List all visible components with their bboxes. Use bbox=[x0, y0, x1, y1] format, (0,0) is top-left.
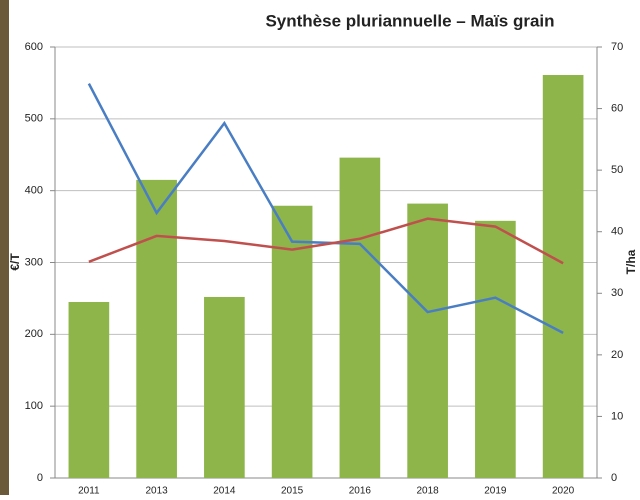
y2-tick-label: 20 bbox=[611, 349, 623, 361]
chart: Synthèse pluriannuelle – Maïs grain €/T … bbox=[0, 0, 640, 495]
y2-tick-label: 50 bbox=[611, 164, 623, 176]
y-tick-label: 100 bbox=[25, 400, 43, 412]
y-tick-label: 400 bbox=[25, 185, 43, 197]
x-tick-label: 2014 bbox=[213, 486, 236, 495]
x-tick-label: 2018 bbox=[417, 486, 440, 495]
x-tick-label: 2016 bbox=[349, 486, 372, 495]
y-tick-label: 0 bbox=[37, 472, 43, 484]
y-tick-label: 500 bbox=[25, 113, 43, 125]
y2-tick-label: 0 bbox=[611, 472, 617, 484]
x-tick-label: 2020 bbox=[552, 486, 575, 495]
background-strip bbox=[0, 0, 9, 495]
y-tick-label: 200 bbox=[25, 328, 43, 340]
bar bbox=[69, 302, 110, 478]
chart-title: Synthèse pluriannuelle – Maïs grain bbox=[265, 11, 554, 30]
x-tick-label: 2011 bbox=[78, 486, 100, 495]
y2-tick-label: 60 bbox=[611, 102, 623, 114]
page: {"chart_data": {"type": "bar-line", "tit… bbox=[0, 0, 640, 495]
bar bbox=[204, 297, 245, 478]
y2-tick-label: 30 bbox=[611, 287, 623, 299]
y2-tick-label: 70 bbox=[611, 41, 623, 53]
bar bbox=[340, 158, 381, 478]
x-tick-label: 2019 bbox=[484, 486, 507, 495]
y-tick-label: 600 bbox=[25, 41, 43, 53]
y2-tick-label: 10 bbox=[611, 410, 623, 422]
bar bbox=[475, 221, 516, 478]
bar bbox=[136, 180, 177, 478]
y-axis-title: €/T bbox=[8, 253, 22, 271]
bar bbox=[407, 204, 448, 478]
y2-axis-title: T/ha bbox=[624, 249, 638, 274]
y-tick-label: 300 bbox=[25, 256, 43, 268]
y2-tick-label: 40 bbox=[611, 226, 623, 238]
x-tick-label: 2015 bbox=[281, 486, 304, 495]
bar bbox=[543, 75, 584, 478]
x-tick-label: 2013 bbox=[146, 486, 169, 495]
